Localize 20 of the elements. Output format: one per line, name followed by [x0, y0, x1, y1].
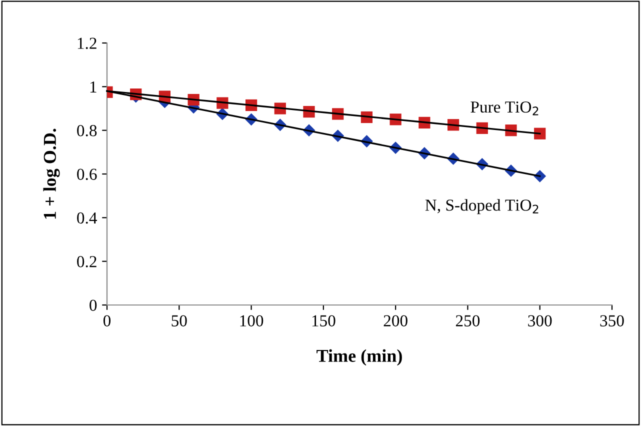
y-tick-label: 0.6 [77, 168, 97, 180]
x-tick-label: 50 [172, 315, 187, 326]
x-tick-label: 100 [240, 315, 264, 326]
x-tick-label: 250 [456, 315, 480, 326]
y-tick-label: 0.2 [77, 256, 96, 268]
x-tick-label: 350 [600, 315, 624, 326]
y-axis-title: 1 + log O.D. [43, 128, 60, 219]
y-tick-label: 1.2 [78, 38, 96, 50]
x-tick-label: 300 [528, 315, 552, 326]
series-label: N, S-doped TiO$_{2}$ [425, 199, 538, 214]
x-axis-title: Time (min) [316, 349, 402, 366]
series-label: Pure TiO$_{2}$ [470, 101, 538, 116]
y-tick-label: 0.8 [77, 125, 97, 136]
x-tick-label: 200 [384, 315, 408, 326]
x-tick-label: 0 [103, 315, 111, 326]
x-tick-label: 150 [312, 315, 336, 326]
y-tick-label: 1 [90, 81, 96, 92]
y-tick-label: 0.4 [77, 212, 98, 224]
y-tick-label: 0 [90, 300, 97, 311]
point [534, 128, 546, 140]
